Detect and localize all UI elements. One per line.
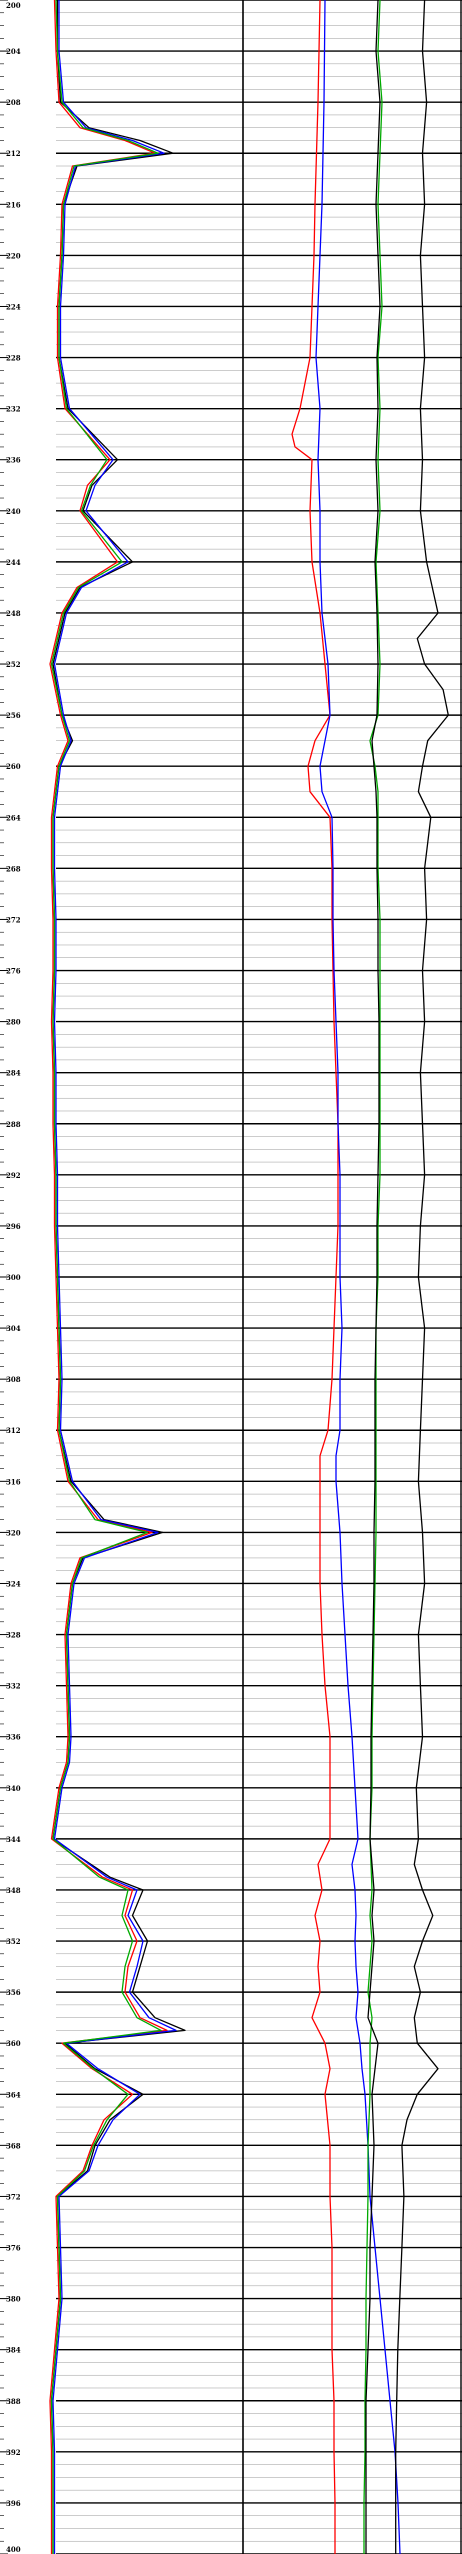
depth-tick-label: 264	[6, 813, 21, 822]
depth-tick-label: 304	[6, 1324, 21, 1333]
depth-tick-label: 216	[6, 200, 21, 209]
depth-tick-label: 332	[6, 1682, 21, 1691]
depth-tick-label: 328	[6, 1631, 21, 1640]
depth-tick-label: 288	[6, 1120, 21, 1129]
depth-tick-label: 260	[6, 762, 21, 771]
depth-tick-label: 256	[6, 711, 21, 720]
log-curve-track-1	[50, 0, 162, 2554]
depth-tick-label: 300	[6, 1273, 21, 1282]
depth-tick-label: 232	[6, 405, 21, 414]
depth-tick-label: 236	[6, 456, 21, 465]
depth-tick-label: 372	[6, 2192, 21, 2201]
log-curve-track-3	[365, 0, 381, 2554]
depth-tick-label: 320	[6, 1528, 21, 1537]
depth-tick-label: 280	[6, 1018, 21, 1027]
depth-tick-label: 308	[6, 1375, 21, 1384]
depth-tick-label: 380	[6, 2295, 21, 2304]
depth-tick-label: 344	[6, 1835, 21, 1844]
depth-tick-label: 396	[6, 2499, 21, 2508]
depth-tick-label: 352	[6, 1937, 21, 1946]
depth-tick-label: 356	[6, 1988, 21, 1997]
depth-tick-label: 292	[6, 1171, 21, 1180]
depth-tick-label: 348	[6, 1886, 21, 1895]
depth-tick-label: 268	[6, 864, 21, 873]
depth-tick-label: 244	[6, 558, 21, 567]
depth-tick-label: 248	[6, 609, 21, 618]
depth-tick-label: 276	[6, 967, 21, 976]
depth-tick-label: 316	[6, 1477, 21, 1486]
depth-tick-label: 200	[6, 1, 21, 10]
depth-tick-label: 284	[6, 1069, 21, 1078]
depth-tick-label: 340	[6, 1784, 21, 1793]
log-curve-track-1	[52, 0, 177, 2554]
depth-tick-label: 388	[6, 2397, 21, 2406]
depth-tick-label: 364	[6, 2090, 21, 2099]
depth-tick-label: 224	[6, 302, 21, 311]
depth-tick-label: 212	[6, 149, 21, 158]
log-curve-track-2	[315, 0, 401, 2554]
depth-tick-label: 220	[6, 251, 21, 260]
depth-tick-label: 360	[6, 2039, 21, 2048]
depth-tick-label: 296	[6, 1222, 21, 1231]
depth-tick-label: 312	[6, 1426, 21, 1435]
depth-tick-label: 368	[6, 2141, 21, 2150]
depth-tick-label: 324	[6, 1579, 21, 1588]
depth-tick-label: 400	[6, 2545, 21, 2554]
log-curve-track-4	[395, 0, 449, 2554]
depth-tick-label: 272	[6, 915, 21, 924]
log-curve-track-2	[291, 0, 339, 2554]
depth-tick-label: 240	[6, 507, 21, 516]
depth-tick-label: 384	[6, 2346, 21, 2355]
depth-tick-label: 336	[6, 1733, 21, 1742]
depth-tick-label: 208	[6, 98, 21, 107]
depth-tick-label: 252	[6, 660, 21, 669]
depth-tick-label: 392	[6, 2448, 21, 2457]
depth-tick-label: 376	[6, 2244, 21, 2253]
depth-tick-label: 204	[6, 47, 21, 56]
depth-tick-label: 228	[6, 354, 21, 363]
tick-label-layer: 200 204 208 212 216 220 224 228 232 236 240 244 248 2…	[6, 1, 21, 2554]
track-border-layer	[242, 0, 462, 2554]
curve-layer	[49, 0, 449, 2554]
